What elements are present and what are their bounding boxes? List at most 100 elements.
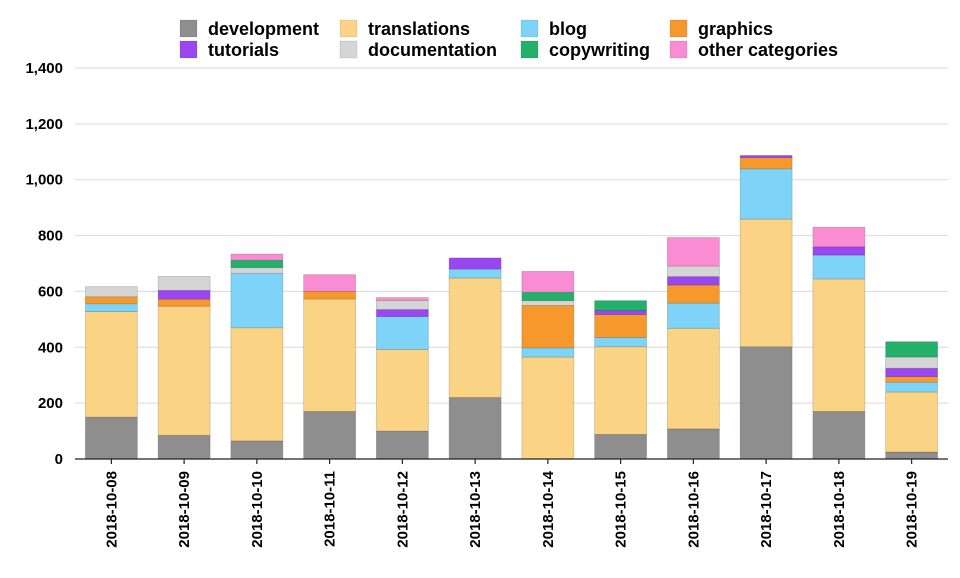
bar-segment-translations xyxy=(303,298,357,412)
x-tick-label: 2018-10-13 xyxy=(467,471,484,548)
bar-segment-translations xyxy=(594,346,648,435)
bar-stack-2018-10-11 xyxy=(303,274,357,460)
gridlines xyxy=(75,67,948,404)
legend-label: graphics xyxy=(698,19,773,39)
bar-segment-development xyxy=(84,416,138,460)
bar-segment-development xyxy=(739,346,793,460)
bar-stack-2018-10-08 xyxy=(84,286,138,460)
legend-label: translations xyxy=(368,19,470,39)
bar-segment-blog xyxy=(666,302,720,329)
bar-segment-other-categories xyxy=(521,270,575,293)
legend-item-blog: blog xyxy=(520,19,587,39)
bar-segment-development xyxy=(303,411,357,460)
legend-swatch xyxy=(669,19,688,38)
bar-segment-blog xyxy=(885,381,939,393)
x-tick-label: 2018-10-19 xyxy=(904,471,921,548)
bar-segment-tutorials xyxy=(666,276,720,286)
bar-stack-2018-10-15 xyxy=(594,300,648,460)
bar-segment-translations xyxy=(666,327,720,430)
x-tick-label: 2018-10-09 xyxy=(176,471,193,548)
bars xyxy=(84,155,939,460)
legend-label: blog xyxy=(549,19,587,39)
bar-segment-translations xyxy=(812,278,866,412)
bar-segment-development xyxy=(230,440,284,460)
bar-segment-blog xyxy=(230,272,284,329)
bar-segment-documentation xyxy=(375,299,429,310)
x-tick-label: 2018-10-17 xyxy=(758,471,775,548)
y-tick-label: 1,200 xyxy=(25,116,63,133)
y-tick-label: 0 xyxy=(55,451,63,468)
bar-segment-blog xyxy=(521,347,575,358)
legend-item-documentation: documentation xyxy=(339,40,497,60)
bar-segment-graphics xyxy=(521,304,575,349)
bar-segment-translations xyxy=(230,327,284,442)
legend-swatch xyxy=(179,19,198,38)
legend-swatch xyxy=(339,19,358,38)
bar-segment-tutorials xyxy=(375,309,429,317)
bar-segment-tutorials xyxy=(594,310,648,316)
bar-segment-translations xyxy=(739,218,793,348)
bar-segment-graphics xyxy=(739,157,793,170)
bar-segment-development xyxy=(666,428,720,460)
y-tick-label: 400 xyxy=(38,339,63,356)
bar-segment-other-categories xyxy=(812,226,866,248)
legend-swatch xyxy=(339,40,358,59)
x-tick-label: 2018-10-08 xyxy=(103,471,120,548)
bar-segment-tutorials xyxy=(885,367,939,378)
bar-stack-2018-10-14 xyxy=(521,270,575,460)
bar-stack-2018-10-12 xyxy=(375,297,429,460)
bar-segment-documentation xyxy=(885,356,939,369)
x-tick-label: 2018-10-16 xyxy=(685,471,702,548)
legend-item-copywriting: copywriting xyxy=(520,40,650,60)
legend-label: other categories xyxy=(698,40,838,60)
bar-segment-translations xyxy=(521,356,575,460)
bar-segment-documentation xyxy=(666,265,720,278)
bar-stack-2018-10-19 xyxy=(885,341,939,460)
bar-segment-tutorials xyxy=(157,289,211,300)
bar-stack-2018-10-10 xyxy=(230,253,284,460)
legend-swatch xyxy=(520,40,539,59)
bar-segment-documentation xyxy=(521,300,575,306)
bar-segment-blog xyxy=(84,303,138,312)
bar-segment-graphics xyxy=(666,284,720,304)
bar-segment-graphics xyxy=(157,298,211,307)
bar-segment-copywriting xyxy=(594,300,648,311)
bar-stack-2018-10-09 xyxy=(157,275,211,460)
bar-segment-other-categories xyxy=(375,297,429,301)
bar-segment-translations xyxy=(157,305,211,436)
bar-segment-blog xyxy=(739,168,793,220)
bar-segment-development xyxy=(375,430,429,460)
bar-segment-documentation xyxy=(157,275,211,291)
bar-segment-copywriting xyxy=(885,341,939,358)
legend-swatch xyxy=(669,40,688,59)
bar-stack-2018-10-16 xyxy=(666,237,720,460)
legend-label: tutorials xyxy=(208,40,279,60)
bar-segment-documentation xyxy=(84,286,138,298)
x-tick-label: 2018-10-11 xyxy=(322,471,339,547)
bar-segment-other-categories xyxy=(230,253,284,261)
legend-item-tutorials: tutorials xyxy=(179,40,279,60)
legend-label: copywriting xyxy=(549,40,650,60)
bar-segment-graphics xyxy=(303,291,357,300)
y-tick-label: 600 xyxy=(38,283,63,300)
bar-segment-documentation xyxy=(230,267,284,274)
legend-swatch xyxy=(179,40,198,59)
y-tick-label: 1,000 xyxy=(25,172,63,189)
legend-item-translations: translations xyxy=(339,19,470,39)
bar-segment-graphics xyxy=(84,296,138,305)
bar-segment-graphics xyxy=(885,376,939,383)
bar-segment-translations xyxy=(375,349,429,432)
x-axis-ticks: 2018-10-08 2018-10-09 2018-10-10 2018-10-11… xyxy=(103,459,921,548)
bar-segment-development xyxy=(594,434,648,460)
bar-segment-blog xyxy=(812,254,866,280)
bar-segment-blog xyxy=(594,337,648,348)
bar-segment-development xyxy=(448,397,502,460)
bar-segment-tutorials xyxy=(448,257,502,270)
bar-segment-copywriting xyxy=(521,291,575,302)
bar-segment-translations xyxy=(448,277,502,398)
bar-segment-blog xyxy=(448,268,502,279)
legend-item-other-categories: other categories xyxy=(669,40,838,60)
bar-stack-2018-10-13 xyxy=(448,257,502,460)
